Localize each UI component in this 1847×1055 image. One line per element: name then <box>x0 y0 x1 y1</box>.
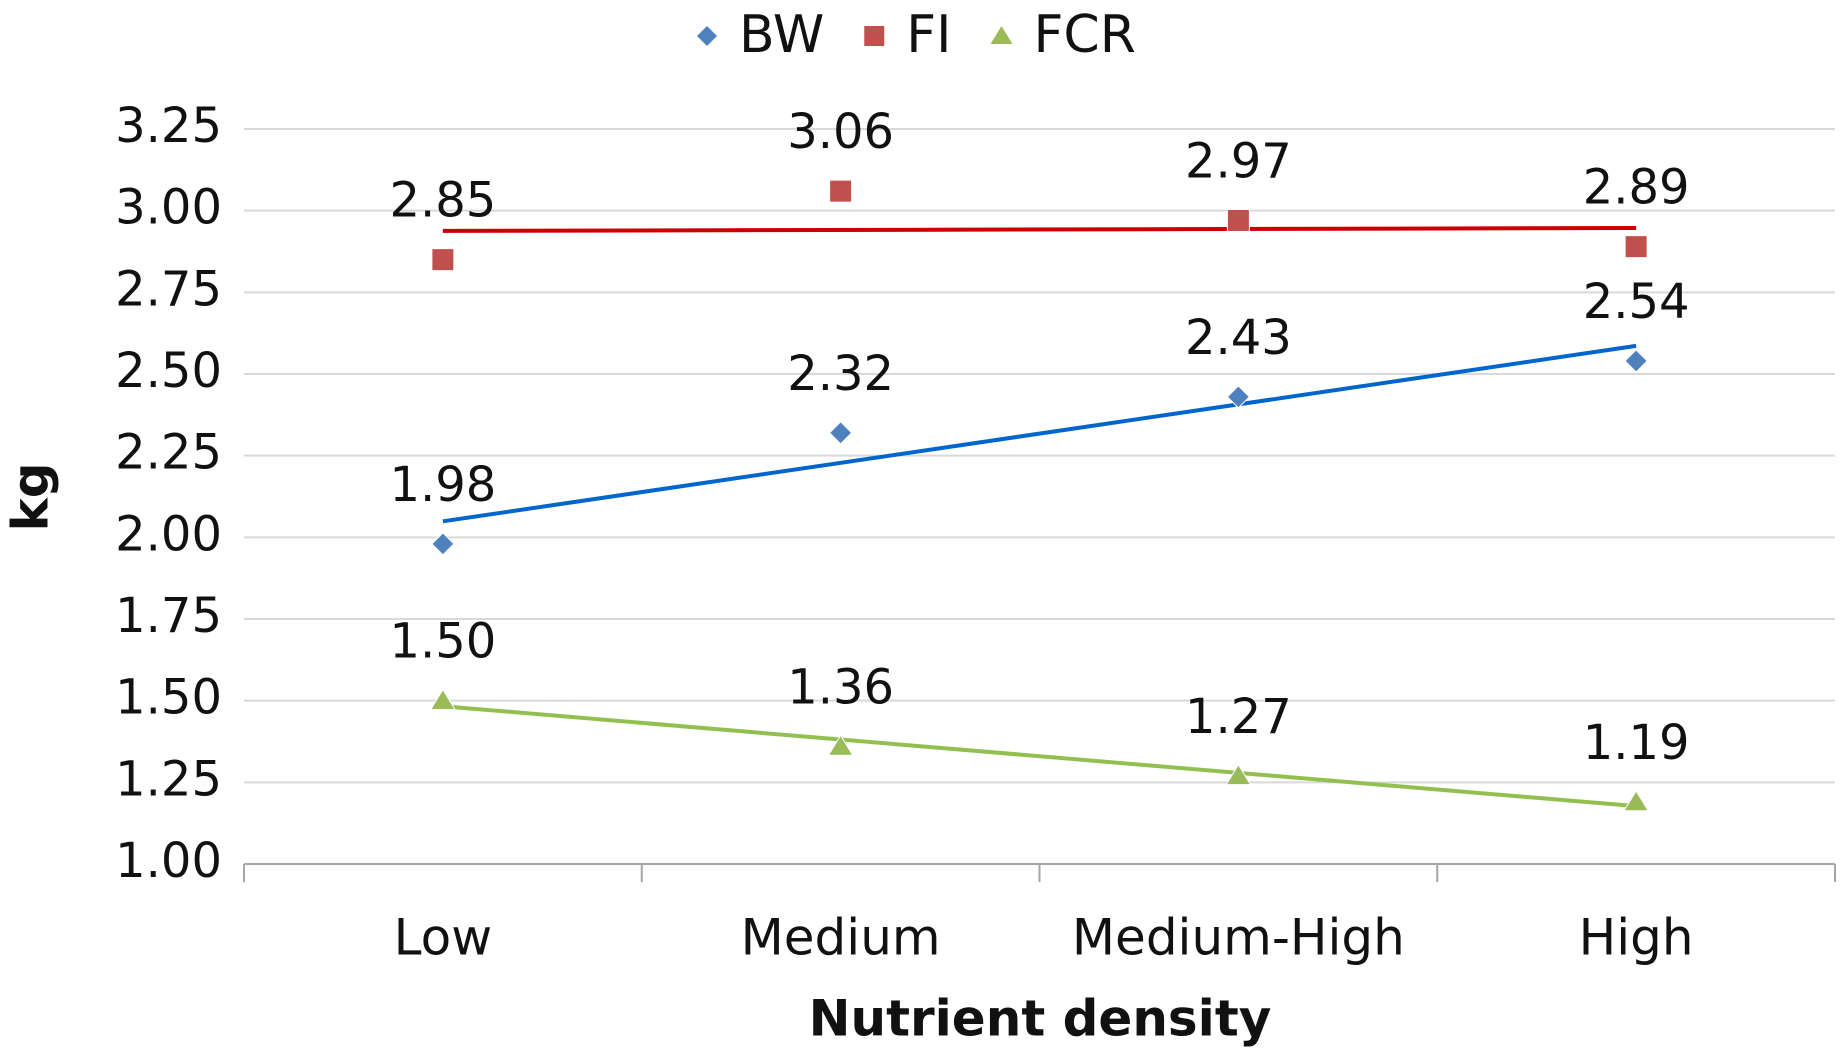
marker <box>1623 789 1650 812</box>
y-tick-label: 3.25 <box>115 98 222 154</box>
marker <box>431 532 455 556</box>
marker <box>429 688 456 710</box>
data-label: 1.50 <box>389 614 496 670</box>
y-tick-label: 3.00 <box>115 180 222 236</box>
data-label: 1.27 <box>1185 689 1292 745</box>
marker <box>827 734 854 756</box>
y-tick-label: 2.50 <box>115 343 222 399</box>
data-label: 3.06 <box>787 104 894 160</box>
marker <box>1225 763 1252 786</box>
legend-label: FI <box>906 5 951 65</box>
data-label: 2.85 <box>389 173 496 229</box>
legend-label: FCR <box>1034 5 1136 65</box>
x-axis-title: Nutrient density <box>809 990 1272 1048</box>
data-label: 2.97 <box>1185 133 1292 189</box>
marker <box>431 248 455 272</box>
y-tick-label: 1.50 <box>115 670 222 726</box>
marker <box>828 421 853 445</box>
legend-marker <box>990 26 1013 44</box>
legend-marker <box>864 26 885 46</box>
y-tick-label: 1.25 <box>115 751 222 807</box>
y-tick-label: 1.00 <box>115 833 222 889</box>
marker <box>1624 349 1648 373</box>
data-label: 1.36 <box>787 659 894 715</box>
legend-label: BW <box>739 5 824 65</box>
data-label: 1.98 <box>389 457 496 513</box>
y-tick-label: 1.75 <box>115 588 222 644</box>
y-tick-label: 2.25 <box>115 425 222 481</box>
y-tick-label: 2.00 <box>115 506 222 562</box>
x-tick-label: Medium-High <box>1072 909 1405 967</box>
data-label: 2.89 <box>1583 160 1690 216</box>
y-tick-label: 2.75 <box>115 261 222 317</box>
x-tick-label: Low <box>394 909 492 967</box>
marker <box>1226 385 1251 409</box>
trendline <box>442 343 1637 524</box>
trendline <box>442 704 1637 809</box>
marker <box>829 179 853 203</box>
data-label: 2.54 <box>1583 274 1690 330</box>
data-label: 2.32 <box>787 346 894 402</box>
data-label: 1.19 <box>1583 715 1690 771</box>
trendline <box>442 225 1637 233</box>
x-tick-label: High <box>1579 909 1694 967</box>
data-label: 2.43 <box>1185 310 1292 366</box>
y-axis-title: kg <box>2 462 60 531</box>
marker <box>1226 208 1250 232</box>
x-tick-label: Medium <box>741 909 941 967</box>
legend-marker <box>697 26 717 46</box>
marker <box>1624 235 1648 259</box>
